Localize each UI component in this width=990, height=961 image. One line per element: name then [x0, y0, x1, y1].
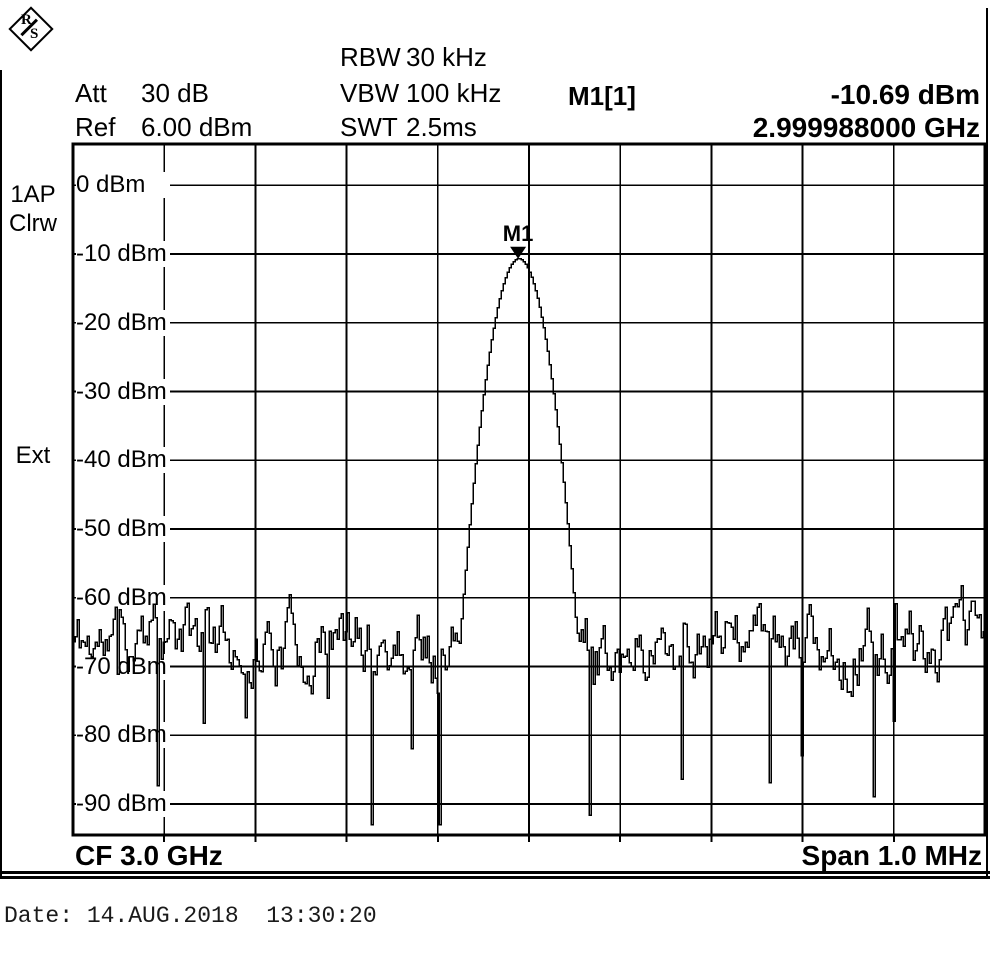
y-axis-label: -80 dBm: [76, 722, 170, 749]
y-axis-label: -40 dBm: [76, 447, 170, 474]
marker-m1-label: M1: [502, 220, 534, 246]
trigger-label-ext: Ext: [15, 442, 51, 469]
y-axis-label: -50 dBm: [76, 516, 170, 543]
span-label: Span 1.0 MHz: [801, 840, 982, 871]
ref-label: Ref: [75, 112, 116, 142]
swt-setting: SWT 2.5ms: [340, 113, 477, 141]
y-axis-label: -10 dBm: [76, 241, 170, 267]
rbw-value: 30 kHz: [406, 42, 487, 72]
rs-logo: R S: [8, 6, 54, 52]
screen-border-left: [0, 70, 2, 876]
trace-mode-label-1ap: 1AP: [10, 181, 56, 208]
att-label: Att: [75, 78, 107, 108]
y-axis-label: -90 dBm: [76, 791, 170, 818]
swt-value: 2.5ms: [406, 112, 477, 142]
att-value: 30 dB: [141, 78, 209, 108]
marker-m1-symbol: [510, 246, 527, 259]
date-line: Date: 14.AUG.2018 13:30:20: [4, 903, 377, 929]
ref-setting: Ref 6.00 dBm: [75, 113, 252, 141]
ref-value: 6.00 dBm: [141, 112, 253, 142]
frequency-bar: CF 3.0 GHz Span 1.0 MHz: [0, 840, 990, 872]
vbw-value: 100 kHz: [406, 78, 502, 108]
spectrum-trace: [73, 258, 986, 826]
y-axis-label: 0 dBm: [76, 172, 170, 199]
vbw-label: VBW: [340, 78, 400, 108]
screen-border-right: [986, 8, 988, 876]
rs-logo-letter-s: S: [30, 26, 39, 42]
vbw-setting: VBW 100 kHz: [340, 79, 501, 107]
att-setting: Att 30 dB: [75, 79, 209, 107]
y-axis-label: -30 dBm: [76, 378, 170, 405]
marker-readout-frequency: 2.999988000 GHz: [752, 112, 980, 143]
marker-readout-name: M1[1]: [568, 81, 636, 111]
y-axis-label: -60 dBm: [76, 584, 170, 611]
trace-mode-label-clrw: Clrw: [9, 210, 57, 237]
y-axis-label: -20 dBm: [76, 309, 170, 336]
rs-logo-letter-r: R: [21, 12, 32, 28]
center-frequency-label: CF 3.0 GHz: [75, 840, 223, 871]
marker-readout-level: -10.69 dBm: [830, 79, 980, 110]
y-axis-label: -70 dBm: [76, 653, 170, 680]
rbw-label: RBW: [340, 42, 401, 72]
footer-separator: [0, 871, 990, 879]
swt-label: SWT: [340, 112, 398, 142]
rbw-setting: RBW 30 kHz: [340, 43, 487, 71]
